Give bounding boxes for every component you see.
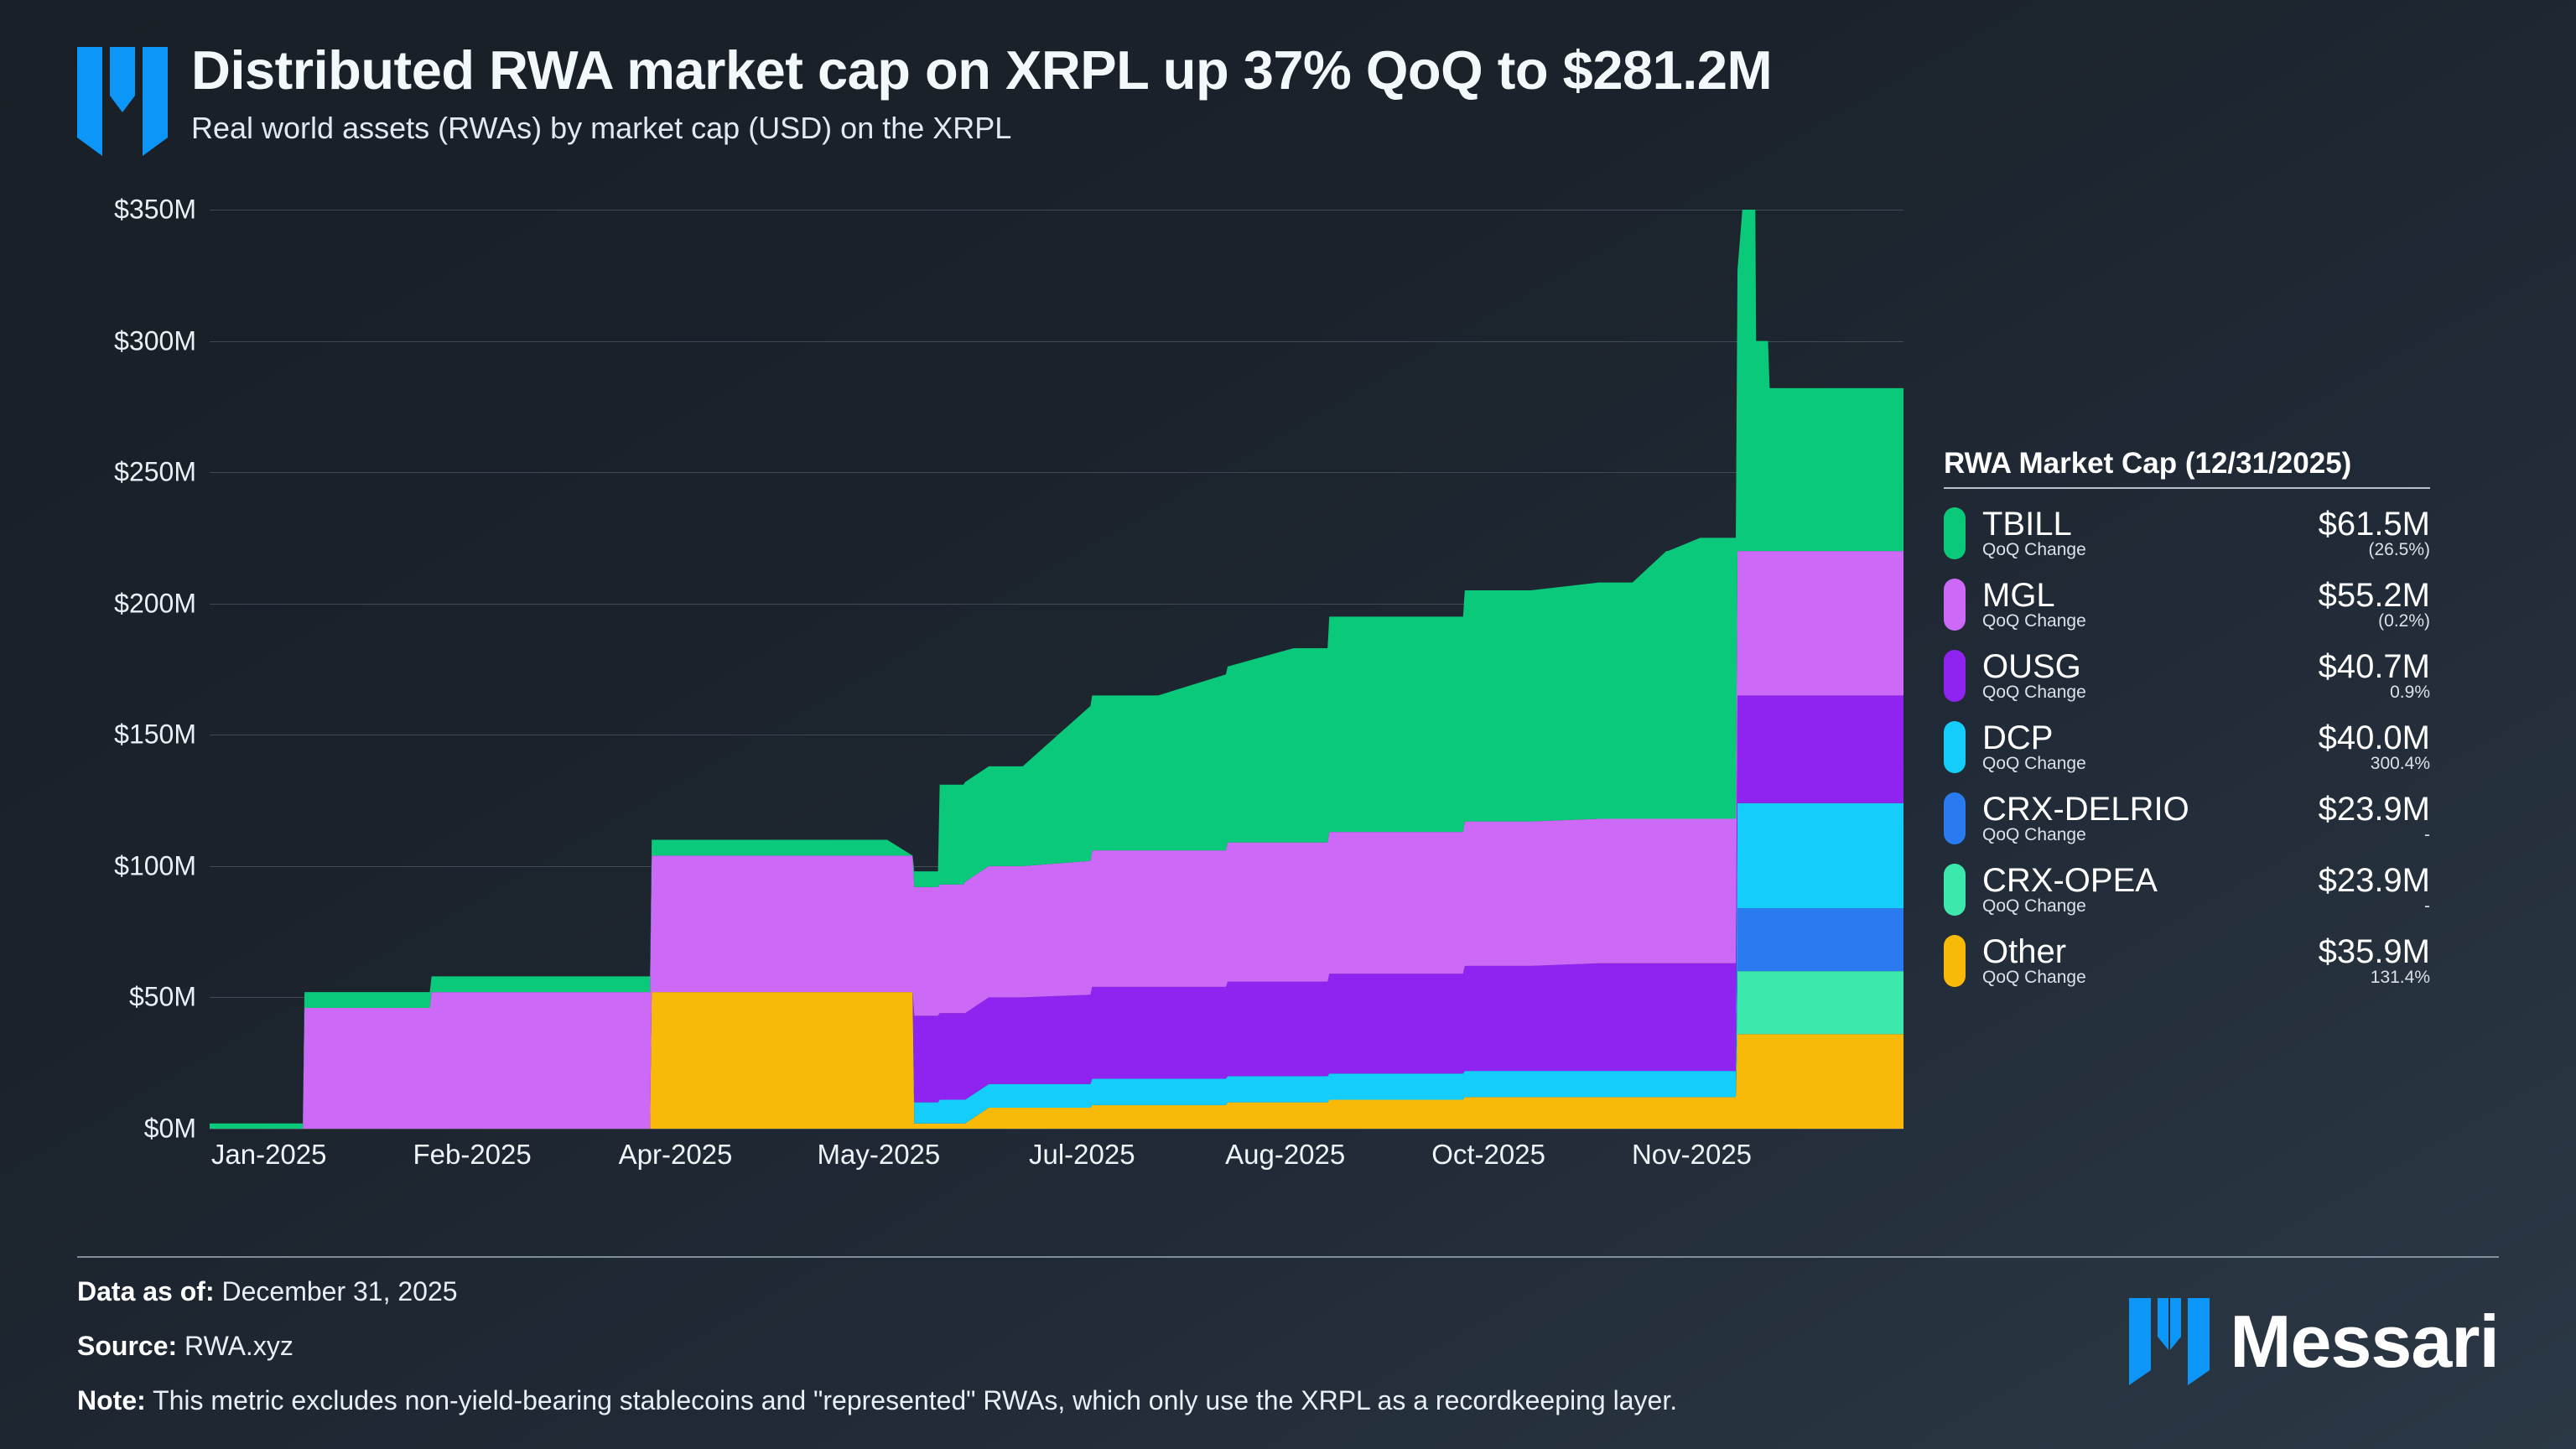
legend-item-change-value: - (2424, 825, 2430, 844)
x-axis-tick-label: Aug-2025 (1225, 1139, 1346, 1170)
y-axis-tick-label: $50M (128, 981, 196, 1012)
gridline (210, 340, 1903, 342)
area-series-other (210, 992, 1903, 1129)
legend-item-name: CRX-OPEA (1982, 862, 2158, 899)
legend-color-swatch (1944, 720, 1966, 773)
data-as-of-value: December 31, 2025 (221, 1276, 458, 1306)
legend-item-change-label: QoQ Change (1982, 754, 2086, 773)
messari-logo: Messari (2129, 1298, 2500, 1385)
legend-color-swatch (1944, 506, 1966, 559)
data-as-of-line: Data as of: December 31, 2025 (77, 1276, 2006, 1307)
legend-item-name: TBILL (1982, 506, 2072, 543)
x-axis-tick-label: May-2025 (817, 1139, 941, 1170)
legend-item-value: $23.9M (2318, 791, 2430, 828)
legend-item-change-value: (0.2%) (2378, 611, 2430, 631)
x-axis-tick-label: Jul-2025 (1029, 1139, 1135, 1170)
messari-m-icon (2129, 1298, 2210, 1385)
legend-color-swatch (1944, 649, 1966, 702)
legend-item-value: $35.9M (2318, 933, 2430, 970)
note-value: This metric excludes non-yield-bearing s… (153, 1385, 1678, 1415)
gridline (210, 603, 1903, 605)
legend-item-value: $55.2M (2318, 577, 2430, 614)
legend-item[interactable]: DCP $40.0M QoQ Change 300.4% (1944, 719, 2430, 774)
y-axis-tick-label: $100M (114, 850, 196, 881)
messari-wordmark: Messari (2230, 1300, 2500, 1383)
legend-item-name: CRX-DELRIO (1982, 791, 2189, 828)
note-line: Note: This metric excludes non-yield-bea… (77, 1385, 2006, 1416)
legend-item-change-value: 300.4% (2370, 754, 2430, 773)
legend-item-name: Other (1982, 933, 2067, 970)
y-axis-tick-label: $200M (114, 588, 196, 619)
y-axis-tick-label: $350M (114, 194, 196, 225)
legend-item[interactable]: OUSG $40.7M QoQ Change 0.9% (1944, 648, 2430, 703)
title-block: Distributed RWA market cap on XRPL up 37… (191, 39, 1773, 146)
x-axis-tick-label: Feb-2025 (413, 1139, 532, 1170)
legend-item-name: MGL (1982, 577, 2055, 614)
legend-item-name: OUSG (1982, 648, 2081, 685)
area-series-mgl (210, 551, 1903, 1129)
legend-rows: TBILL $61.5M QoQ Change (26.5%) MGL $55.2M QoQ… (1944, 506, 2430, 988)
legend-color-swatch (1944, 792, 1966, 844)
legend-color-swatch (1944, 578, 1966, 631)
legend-item[interactable]: CRX-DELRIO $23.9M QoQ Change - (1944, 791, 2430, 845)
source-line: Source: RWA.xyz (77, 1331, 2006, 1362)
legend-item[interactable]: TBILL $61.5M QoQ Change (26.5%) (1944, 506, 2430, 560)
y-axis-tick-label: $0M (143, 1113, 196, 1144)
chart-plot-area: $0M $50M $100M $150M $200M $250M $300M $350M Ja… (0, 195, 2576, 1170)
page-title: Distributed RWA market cap on XRPL up 37… (191, 39, 1773, 101)
x-axis-tick-label: Jan-2025 (210, 1139, 327, 1170)
legend-item-value: $40.7M (2318, 648, 2430, 685)
source-label: Source: (77, 1331, 178, 1361)
legend-item-change-label: QoQ Change (1982, 683, 2086, 702)
legend-item[interactable]: CRX-OPEA $23.9M QoQ Change - (1944, 862, 2430, 917)
legend-item-change-value: (26.5%) (2368, 540, 2430, 559)
area-series-dcp (210, 802, 1903, 1129)
x-axis-tick-label: Apr-2025 (618, 1139, 733, 1170)
legend-item[interactable]: MGL $55.2M QoQ Change (0.2%) (1944, 577, 2430, 631)
legend-item-change-label: QoQ Change (1982, 896, 2086, 916)
y-axis: $0M $50M $100M $150M $200M $250M $300M $350M (0, 195, 210, 1144)
area-series-ousg (210, 695, 1903, 1129)
page-subtitle: Real world assets (RWAs) by market cap (… (191, 110, 1012, 145)
legend-item-change-label: QoQ Change (1982, 611, 2086, 631)
legend-item-change-value: - (2424, 896, 2430, 916)
chart-footer: Data as of: December 31, 2025 Source: RW… (77, 1276, 2006, 1440)
y-axis-tick-label: $250M (114, 456, 196, 487)
legend-item-value: $23.9M (2318, 862, 2430, 899)
note-label: Note: (77, 1385, 146, 1415)
data-as-of-label: Data as of: (77, 1276, 215, 1306)
source-value: RWA.xyz (184, 1331, 293, 1361)
legend-color-swatch (1944, 934, 1966, 987)
gridline (210, 472, 1903, 474)
legend-item-value: $40.0M (2318, 719, 2430, 756)
chart-legend: RWA Market Cap (12/31/2025) TBILL $61.5M Q… (1944, 447, 2430, 988)
legend-item-value: $61.5M (2318, 506, 2430, 543)
x-axis-tick-label: Oct-2025 (1431, 1139, 1545, 1170)
legend-item-change-value: 131.4% (2370, 968, 2430, 987)
gridline (210, 1129, 1903, 1130)
x-axis: Jan-2025 Feb-2025 Apr-2025 May-2025 Jul-2025… (210, 1139, 1903, 1189)
legend-item-name: DCP (1982, 719, 2054, 756)
chart-header: Distributed RWA market cap on XRPL up 37… (77, 39, 1773, 156)
x-axis-tick-label: Nov-2025 (1631, 1139, 1753, 1170)
area-series-tbill (210, 210, 1903, 1129)
legend-title: RWA Market Cap (12/31/2025) (1944, 447, 2430, 489)
legend-item-change-label: QoQ Change (1982, 968, 2086, 987)
y-axis-tick-label: $150M (114, 719, 196, 750)
legend-item-change-label: QoQ Change (1982, 540, 2086, 559)
legend-item-change-value: 0.9% (2390, 683, 2430, 702)
messari-m-icon (77, 47, 168, 156)
legend-item[interactable]: Other $35.9M QoQ Change 131.4% (1944, 933, 2430, 988)
stacked-area-series (210, 210, 1903, 1129)
y-axis-tick-label: $300M (114, 325, 196, 356)
footer-divider (77, 1256, 2499, 1258)
legend-item-change-label: QoQ Change (1982, 825, 2086, 844)
legend-color-swatch (1944, 863, 1966, 916)
